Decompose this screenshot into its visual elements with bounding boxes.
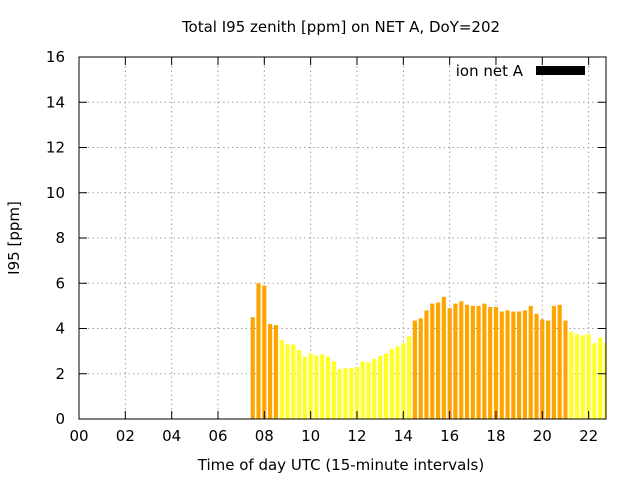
bar (435, 302, 441, 419)
x-tick-label: 22 (579, 427, 598, 445)
x-tick-label: 10 (301, 427, 320, 445)
y-tick-label: 0 (55, 410, 65, 428)
bar (540, 319, 545, 419)
x-tick-label: 08 (255, 427, 274, 445)
bar (389, 348, 394, 419)
x-tick-label: 06 (208, 427, 227, 445)
legend-label: ion net A (456, 62, 524, 80)
bar (407, 336, 412, 419)
x-tick-label: 18 (486, 427, 505, 445)
bar (464, 304, 470, 419)
y-tick-labels: 0 2 4 6 8 10 12 14 16 (46, 48, 65, 428)
y-tick-label: 4 (55, 320, 65, 338)
bar (291, 344, 296, 419)
bar (308, 353, 313, 419)
bar (569, 331, 574, 419)
bar (372, 359, 377, 419)
bar (470, 305, 475, 419)
bar (262, 285, 267, 419)
legend: ion net A (456, 62, 585, 80)
bar (493, 307, 499, 419)
x-tick-labels: 00 02 04 06 08 10 12 14 16 18 20 22 (69, 427, 598, 445)
bar (256, 283, 261, 419)
bar (354, 366, 360, 419)
bar (302, 356, 307, 419)
x-tick-label: 20 (533, 427, 552, 445)
bar (343, 368, 348, 419)
bar (447, 308, 452, 419)
bar (424, 310, 429, 419)
bar (395, 346, 400, 419)
bar (430, 303, 435, 419)
bar (505, 310, 510, 419)
x-tick-label: 12 (347, 427, 366, 445)
bar (378, 355, 383, 419)
bar (331, 361, 336, 419)
chart-title: Total I95 zenith [ppm] on NET A, DoY=202 (181, 18, 500, 36)
bar (517, 311, 522, 419)
y-tick-label: 16 (46, 48, 65, 66)
y-tick-label: 6 (55, 274, 65, 292)
bar (401, 343, 406, 419)
bar (296, 349, 302, 419)
bar (273, 325, 278, 419)
x-tick-label: 14 (394, 427, 413, 445)
bar (453, 303, 458, 419)
bar (268, 323, 273, 419)
bars (250, 283, 606, 419)
bar (476, 305, 481, 419)
bar (488, 307, 493, 419)
bar (441, 296, 446, 419)
y-tick-label: 14 (46, 93, 65, 111)
bar (337, 369, 342, 419)
bar (534, 313, 539, 419)
y-tick-label: 10 (46, 184, 65, 202)
bar (366, 362, 371, 419)
bar (574, 334, 580, 419)
y-axis-label: I95 [ppm] (5, 201, 23, 275)
bar (383, 353, 389, 419)
bar (580, 335, 585, 419)
bar (250, 317, 255, 419)
bar (598, 337, 603, 419)
bar (499, 311, 504, 419)
bar (360, 361, 365, 419)
ticks (78, 56, 606, 420)
bar (482, 303, 487, 419)
y-tick-label: 2 (55, 365, 65, 383)
bar (412, 320, 417, 419)
bar (592, 343, 597, 419)
bar (325, 356, 331, 419)
bar (557, 304, 562, 419)
legend-swatch (536, 66, 585, 75)
bar (522, 310, 528, 419)
bar (349, 368, 354, 419)
bar (546, 320, 551, 419)
bar (285, 344, 290, 419)
bar (563, 320, 568, 419)
x-axis-label: Time of day UTC (15-minute intervals) (197, 456, 484, 474)
bar (586, 334, 591, 419)
bar (320, 354, 325, 419)
bar (459, 301, 464, 419)
bar (528, 305, 533, 419)
bar (314, 355, 319, 419)
x-tick-label: 02 (116, 427, 135, 445)
bar (551, 305, 556, 419)
y-tick-label: 8 (55, 229, 65, 247)
bar (418, 318, 423, 419)
y-tick-label: 12 (46, 139, 65, 157)
bar (511, 311, 516, 419)
x-tick-label: 16 (440, 427, 459, 445)
x-tick-label: 00 (69, 427, 88, 445)
bar (603, 343, 606, 419)
x-tick-label: 04 (162, 427, 181, 445)
bar (279, 339, 284, 419)
